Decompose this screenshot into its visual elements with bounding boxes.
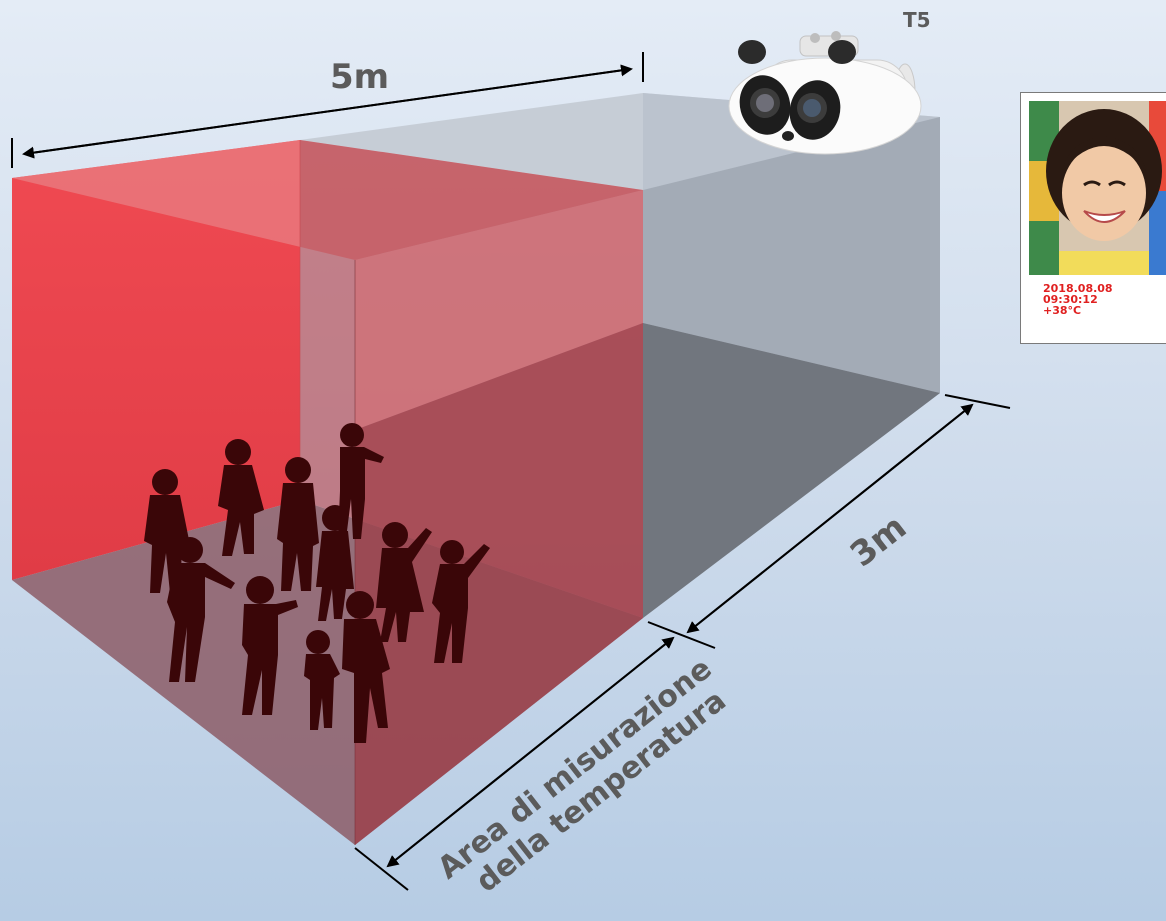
child-silhouette [304, 630, 340, 730]
depth-arrow [686, 404, 973, 634]
snapshot-time: 09:30:12 [1043, 293, 1098, 306]
gray-box [300, 93, 940, 618]
depth-label: 3m [843, 507, 914, 575]
snapshot-info: 2018.08.08 09:30:12 +38°C [1043, 283, 1166, 316]
child-silhouette [316, 505, 354, 621]
depth-tick-near [647, 621, 716, 649]
children-silhouettes [144, 423, 490, 743]
zone-front-lower [355, 323, 643, 845]
child-silhouette [277, 457, 319, 591]
area-tick-near [354, 847, 409, 891]
width-arrow [22, 68, 632, 159]
child-silhouette [218, 439, 264, 556]
child-silhouette [242, 576, 298, 715]
gray-box-front-lower [643, 323, 940, 618]
snapshot-photo [1029, 101, 1166, 275]
width-dimension: 5m [11, 52, 644, 168]
snapshot-temperature: +38°C [1043, 304, 1082, 317]
depth-tick-far [944, 394, 1011, 409]
measurement-zone [12, 140, 643, 845]
area-arrow [386, 637, 674, 868]
snapshot-card: 2018.08.08 09:30:12 +38°C [1020, 92, 1166, 344]
child-silhouette [342, 591, 390, 743]
snapshot-date: 2018.08.08 [1043, 282, 1113, 295]
child-silhouette [376, 522, 432, 642]
thermal-camera-icon [728, 31, 922, 155]
child-face-image [1029, 101, 1166, 275]
child-silhouette [432, 540, 490, 663]
width-label: 5m [330, 57, 389, 97]
gray-box-front-upper [643, 117, 940, 393]
gray-box-side [643, 117, 940, 618]
zone-front-upper [355, 190, 643, 430]
camera-model-label: T5 [903, 8, 931, 32]
child-silhouette [338, 423, 384, 539]
child-silhouette [167, 537, 235, 682]
